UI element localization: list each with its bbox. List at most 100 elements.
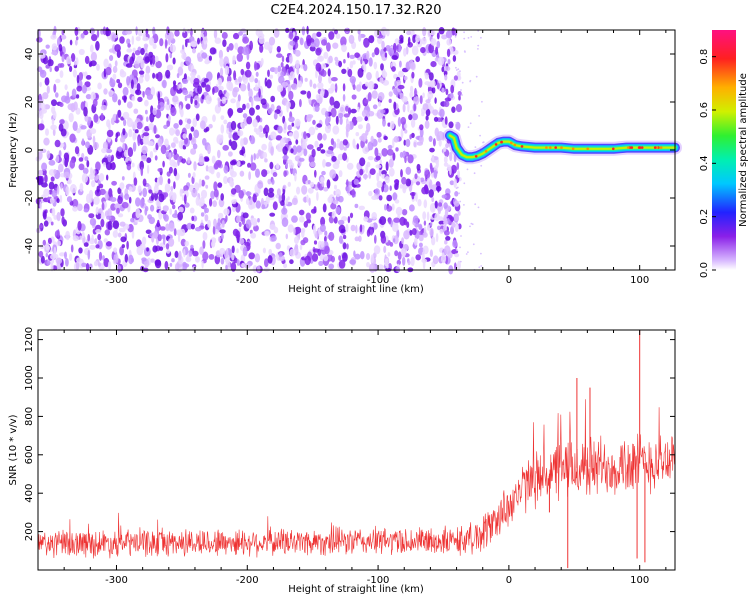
- noise-speck: [342, 139, 348, 146]
- noise-speck: [48, 159, 56, 166]
- noise-speck: [388, 218, 392, 225]
- noise-speck: [166, 98, 170, 105]
- noise-speck: [459, 70, 461, 73]
- noise-speck: [245, 61, 251, 70]
- noise-speck: [332, 125, 340, 135]
- noise-speck: [88, 213, 95, 219]
- noise-speck: [392, 152, 396, 161]
- noise-speck: [166, 249, 171, 254]
- noise-speck: [173, 181, 176, 190]
- noise-speck: [303, 131, 307, 140]
- noise-speck: [78, 163, 85, 171]
- noise-speck: [342, 234, 347, 240]
- noise-speck: [433, 169, 438, 179]
- noise-speck: [444, 193, 451, 201]
- noise-speck: [374, 147, 379, 157]
- noise-speck: [394, 199, 400, 204]
- noise-speck: [334, 83, 338, 93]
- noise-speck: [167, 115, 171, 122]
- noise-speck: [393, 136, 399, 143]
- noise-speck: [127, 43, 131, 48]
- noise-speck: [408, 114, 413, 121]
- noise-speck: [59, 70, 64, 78]
- noise-speck: [121, 201, 129, 209]
- noise-speck: [335, 33, 341, 39]
- noise-speck: [264, 258, 269, 268]
- noise-speck: [392, 192, 398, 201]
- noise-speck: [265, 131, 268, 139]
- noise-speck: [359, 224, 363, 233]
- noise-speck: [97, 82, 102, 90]
- noise-speck: [399, 92, 404, 100]
- noise-speck: [374, 29, 380, 38]
- noise-speck: [174, 263, 180, 272]
- noise-speck: [136, 121, 143, 130]
- noise-speck: [130, 217, 135, 223]
- noise-speck: [450, 226, 454, 235]
- noise-speck: [83, 208, 89, 213]
- noise-speck: [393, 217, 400, 223]
- noise-speck: [443, 162, 449, 167]
- noise-speck: [133, 108, 139, 114]
- noise-speck: [355, 224, 358, 234]
- noise-speck: [103, 88, 108, 95]
- noise-speck: [399, 60, 402, 68]
- noise-speck: [42, 92, 49, 100]
- noise-speck: [422, 245, 429, 255]
- noise-speck: [70, 244, 74, 253]
- noise-speck: [223, 176, 228, 184]
- noise-speck: [403, 48, 407, 57]
- noise-speck: [294, 236, 299, 244]
- noise-speck: [139, 243, 146, 251]
- noise-speck: [373, 61, 378, 70]
- noise-speck: [108, 122, 111, 131]
- noise-speck: [126, 48, 133, 53]
- colorbar: 0.0 0.2 0.4 0.6 0.8 Normalized spectral ampl…: [699, 30, 749, 278]
- snr-x-label: Height of straight line (km): [288, 584, 424, 595]
- noise-speck: [137, 29, 143, 37]
- noise-speck: [313, 206, 317, 213]
- noise-speck: [148, 123, 155, 130]
- noise-speck: [411, 132, 415, 138]
- noise-speck: [237, 94, 241, 102]
- noise-speck: [145, 109, 148, 115]
- noise-speck: [430, 38, 437, 46]
- noise-speck: [267, 178, 272, 185]
- noise-speck: [469, 79, 472, 82]
- noise-speck: [349, 60, 354, 69]
- noise-speck: [149, 112, 155, 123]
- noise-speck: [135, 36, 141, 42]
- noise-speck: [245, 219, 252, 229]
- noise-speck: [162, 79, 167, 89]
- noise-speck: [312, 119, 316, 125]
- noise-speck: [394, 182, 399, 190]
- noise-speck: [306, 144, 314, 150]
- noise-speck: [143, 43, 149, 48]
- noise-speck: [174, 250, 179, 258]
- noise-speck: [246, 116, 253, 125]
- noise-speck: [317, 181, 321, 189]
- noise-speck: [397, 84, 405, 90]
- noise-speck: [338, 170, 343, 178]
- y-tick-label: 40: [24, 48, 35, 61]
- noise-speck: [347, 216, 351, 224]
- noise-speck: [308, 126, 316, 136]
- noise-speck: [63, 171, 71, 179]
- noise-speck: [297, 80, 303, 88]
- noise-speck: [157, 234, 162, 242]
- noise-speck: [321, 39, 327, 46]
- noise-speck: [252, 265, 258, 273]
- noise-speck: [375, 70, 379, 81]
- noise-speck: [277, 84, 284, 93]
- noise-speck: [341, 216, 348, 222]
- noise-speck: [198, 202, 203, 207]
- noise-speck: [217, 212, 224, 219]
- noise-speck: [245, 191, 252, 196]
- noise-speck: [119, 36, 125, 44]
- noise-speck: [115, 132, 119, 139]
- noise-speck: [60, 128, 67, 137]
- noise-speck: [337, 219, 345, 225]
- spectrogram-signal-trace: [443, 128, 682, 165]
- noise-speck: [428, 72, 434, 81]
- noise-speck: [40, 102, 46, 112]
